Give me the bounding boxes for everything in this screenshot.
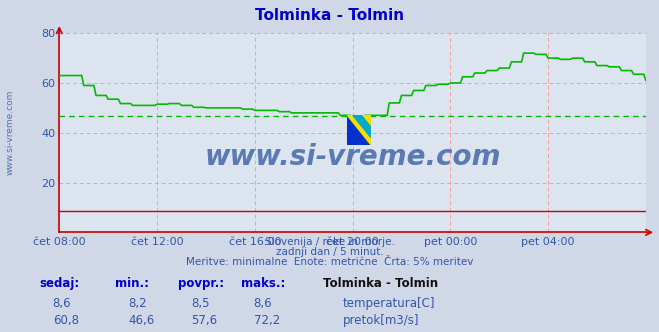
Text: 57,6: 57,6 — [191, 314, 217, 327]
Text: Meritve: minimalne  Enote: metrične  Črta: 5% meritev: Meritve: minimalne Enote: metrične Črta:… — [186, 257, 473, 267]
Text: www.si-vreme.com: www.si-vreme.com — [5, 90, 14, 176]
Text: 72,2: 72,2 — [254, 314, 280, 327]
Text: zadnji dan / 5 minut.: zadnji dan / 5 minut. — [275, 247, 384, 257]
Text: pretok[m3/s]: pretok[m3/s] — [343, 314, 419, 327]
Text: 8,5: 8,5 — [191, 297, 210, 310]
Text: temperatura[C]: temperatura[C] — [343, 297, 435, 310]
Text: Tolminka - Tolmin: Tolminka - Tolmin — [323, 277, 438, 290]
Text: 46,6: 46,6 — [129, 314, 155, 327]
Text: 8,2: 8,2 — [129, 297, 147, 310]
Text: povpr.:: povpr.: — [178, 277, 224, 290]
Text: 8,6: 8,6 — [53, 297, 71, 310]
Text: Slovenija / reke in morje.: Slovenija / reke in morje. — [264, 237, 395, 247]
Text: 8,6: 8,6 — [254, 297, 272, 310]
Text: sedaj:: sedaj: — [40, 277, 80, 290]
Text: www.si-vreme.com: www.si-vreme.com — [204, 143, 501, 171]
Text: maks.:: maks.: — [241, 277, 285, 290]
Text: Tolminka - Tolmin: Tolminka - Tolmin — [255, 8, 404, 23]
Text: min.:: min.: — [115, 277, 150, 290]
Text: 60,8: 60,8 — [53, 314, 78, 327]
